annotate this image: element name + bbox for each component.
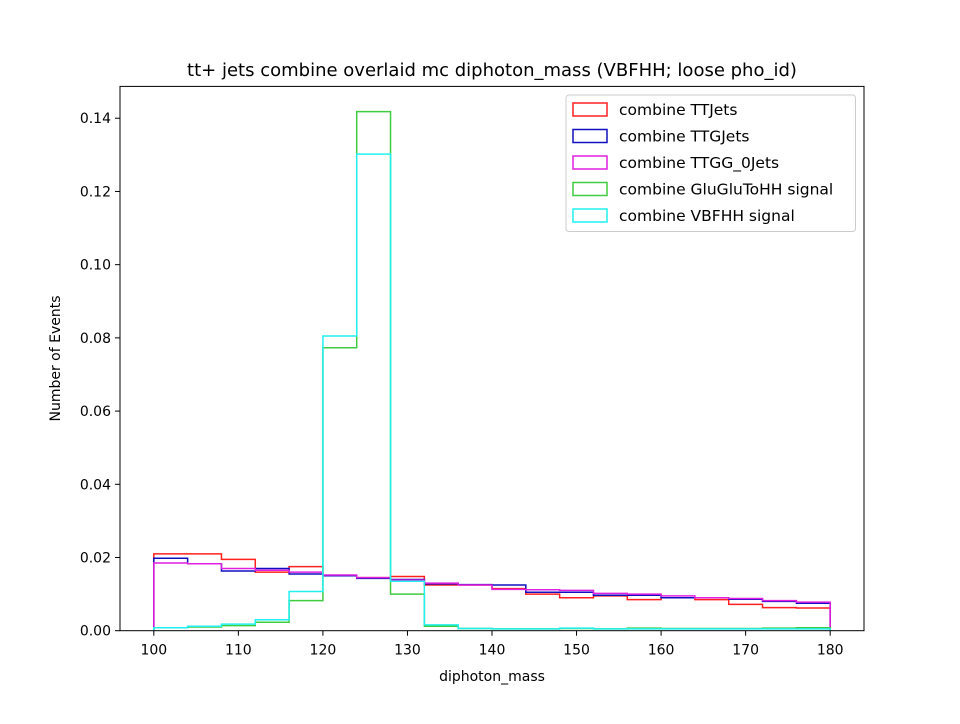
x-tick-label: 170 <box>732 643 759 659</box>
y-tick-label: 0.00 <box>80 624 111 640</box>
legend-label: combine TTGG_0Jets <box>619 154 779 173</box>
x-axis-label: diphoton_mass <box>439 669 545 685</box>
legend-swatch <box>572 128 608 144</box>
y-axis-ticks: 0.00 0.02 0.04 0.06 0.08 0.10 0.12 0.14 <box>80 111 120 640</box>
series-step-4 <box>153 153 831 631</box>
x-tick-label: 140 <box>479 643 506 659</box>
series-layer <box>153 110 831 631</box>
legend-label: combine TTJets <box>619 101 737 119</box>
y-tick-label: 0.10 <box>80 258 111 274</box>
y-axis-label: Number of Events <box>48 295 64 421</box>
y-tick-label: 0.04 <box>80 477 111 493</box>
x-tick-label: 150 <box>563 643 590 659</box>
y-tick-label: 0.02 <box>80 550 111 566</box>
y-tick-label: 0.08 <box>80 331 111 347</box>
x-tick-label: 120 <box>310 643 337 659</box>
y-tick-label: 0.06 <box>80 404 111 420</box>
chart-title: tt+ jets combine overlaid mc diphoton_ma… <box>187 60 797 81</box>
x-tick-label: 110 <box>225 643 252 659</box>
y-tick-label: 0.12 <box>80 184 111 200</box>
x-tick-label: 160 <box>648 643 675 659</box>
legend-swatch <box>572 155 608 170</box>
x-axis-ticks: 100 110 120 130 140 150 160 170 180 <box>140 630 844 659</box>
x-tick-label: 130 <box>394 643 421 659</box>
legend-label: combine GluGluToHH signal <box>619 181 833 199</box>
legend-swatch <box>572 102 608 117</box>
legend: combine TTJets combine TTGJets combine TTG… <box>565 94 856 232</box>
legend-swatch <box>572 208 608 223</box>
legend-box <box>565 94 856 232</box>
legend-label: combine VBFHH signal <box>619 207 795 225</box>
legend-swatch <box>572 181 608 197</box>
y-tick-label: 0.14 <box>80 111 111 127</box>
series-step-2 <box>153 562 831 631</box>
legend-label: combine TTGJets <box>619 128 749 146</box>
x-tick-label: 180 <box>817 643 844 659</box>
x-tick-label: 100 <box>140 643 167 659</box>
